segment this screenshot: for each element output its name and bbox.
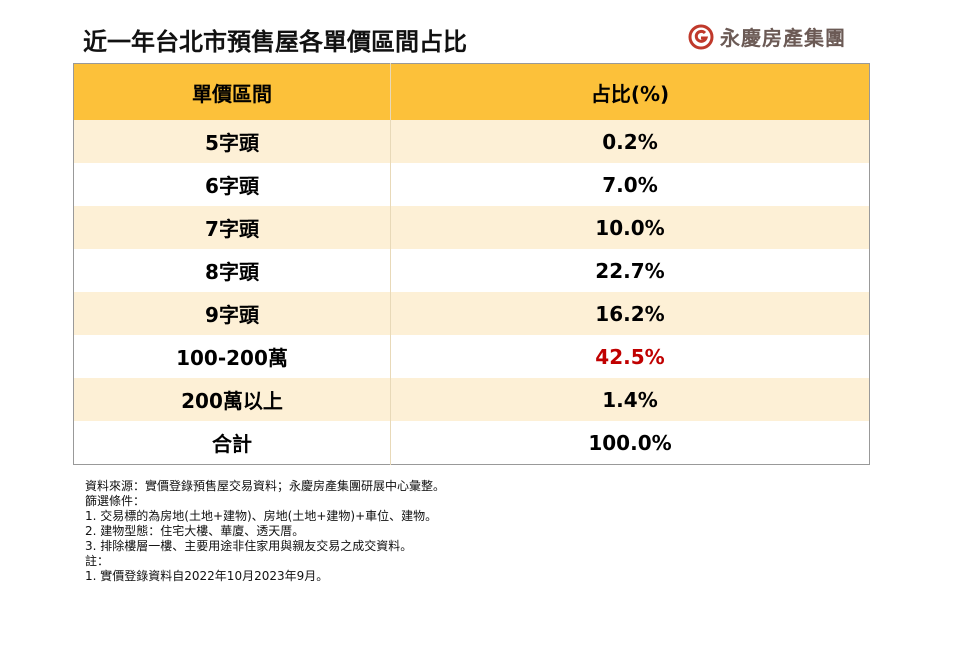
brand-logo (688, 24, 714, 49)
range-cell: 100-200萬 (73, 335, 391, 378)
range-cell: 5字頭 (73, 120, 391, 163)
header-row: 單價區間 占比(%) (73, 63, 870, 120)
share-cell: 7.0% (602, 172, 658, 197)
brand: 永慶房產集團 (688, 22, 846, 51)
range-cell: 合計 (73, 421, 391, 465)
note-line: 2. 建物型態：住宅大樓、華廈、透天厝。 (85, 524, 305, 538)
notes: 資料來源：實價登錄預售屋交易資料；永慶房產集團研展中心彙整。 篩選條件： 1. 交易… (85, 479, 445, 584)
note-line: 註： (85, 554, 110, 568)
table-row: 5字頭 0.2% (73, 120, 870, 163)
note-line: 1. 實價登錄資料自2022年10月2023年9月。 (85, 569, 329, 583)
note-line: 資料來源：實價登錄預售屋交易資料；永慶房產集團研展中心彙整。 (85, 479, 446, 493)
table-row: 合計 100.0% (73, 421, 870, 465)
table-row: 200萬以上 1.4% (73, 378, 870, 421)
range-cell: 200萬以上 (73, 378, 391, 421)
range-cell: 6字頭 (73, 163, 391, 206)
brand-name: 永慶房產集團 (720, 26, 846, 50)
share-cell: 22.7% (595, 258, 665, 283)
note-line: 3. 排除樓層一樓、主要用途非住家用與親友交易之成交資料。 (85, 539, 413, 553)
note-line: 1. 交易標的為房地(土地+建物)、房地(土地+建物)+車位、建物。 (85, 509, 438, 523)
share-cell: 10.0% (390, 206, 870, 249)
range-cell: 9字頭 (73, 292, 391, 335)
range-cell: 8字頭 (73, 249, 391, 292)
share-cell: 1.4% (390, 378, 870, 421)
share-cell: 0.2% (390, 120, 870, 163)
table-row: 100-200萬 42.5% (73, 335, 870, 378)
table-row: 7字頭 10.0% (73, 206, 870, 249)
share-cell: 100.0% (588, 430, 672, 455)
table-body: 5字頭 0.2% 6字頭 7.0% 7字頭 10.0% 8字頭 22.7% 9字頭 16.2% 10… (73, 120, 870, 465)
share-table: 單價區間 占比(%) 5字頭 0.2% 6字頭 7.0% 7字頭 10.0% 8字頭 22.7… (73, 63, 870, 465)
share-cell: 16.2% (390, 292, 870, 335)
column-header: 占比(%) (390, 63, 870, 120)
note-line: 篩選條件： (85, 494, 146, 508)
table-row: 9字頭 16.2% (73, 292, 870, 335)
table-row: 6字頭 7.0% (73, 163, 870, 206)
range-cell: 7字頭 (73, 206, 391, 249)
column-header: 單價區間 (73, 63, 391, 120)
table-row: 8字頭 22.7% (73, 249, 870, 292)
share-cell: 42.5% (595, 344, 665, 369)
title: 近一年台北市預售屋各單價區間占比 (83, 28, 467, 56)
